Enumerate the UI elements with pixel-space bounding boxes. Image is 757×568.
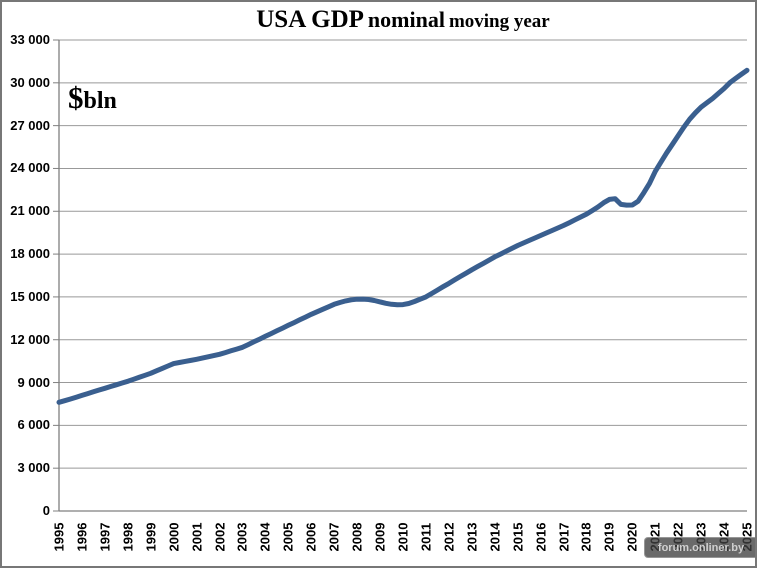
unit-text: bln [83,88,117,114]
x-axis-label: 2013 [464,522,480,552]
y-axis-label: 15 000 [10,288,50,304]
x-axis-label: 2008 [349,522,365,552]
x-axis-label: 2015 [510,522,526,552]
x-axis-label: 2018 [578,522,594,552]
chart-title-main: USA GDP [256,6,364,33]
x-axis-label: 2014 [487,522,503,552]
y-axis-label: 6 000 [17,417,50,433]
y-axis-unit-label: $bln [68,82,117,113]
x-axis-label: 2011 [418,522,434,552]
x-axis-label: 2006 [303,522,319,552]
x-axis-label: 1996 [74,522,90,552]
y-axis-label: 12 000 [10,331,50,347]
x-axis-label: 1997 [97,522,113,552]
x-axis-label: 2002 [212,522,228,552]
x-axis-label: 2010 [395,522,411,552]
dollar-sign: $ [68,80,84,115]
x-axis-label: 2009 [372,522,388,552]
x-axis-label: 1998 [120,522,136,552]
watermark-badge: forum.onliner.by [644,537,755,558]
chart-title-qualifier: moving year [448,11,550,32]
x-axis-label: 2012 [441,522,457,552]
x-axis-label: 2016 [533,522,549,552]
y-axis-label: 3 000 [17,460,50,476]
gridlines [53,39,747,512]
y-axis-label: 9 000 [17,374,50,390]
x-axis-label: 2001 [189,522,205,552]
x-axis-label: 2020 [624,522,640,552]
y-axis-label: 24 000 [10,160,50,176]
x-axis-label: 2019 [601,522,617,552]
x-axis-label: 1995 [51,522,67,552]
y-axis-label: 0 [42,503,50,518]
chart-title: USA GDP nominal moving year [59,6,747,34]
x-axis-label: 1999 [143,522,159,552]
x-axis-label: 2007 [326,522,342,552]
axes [58,40,747,512]
chart-title-sub: nominal [367,7,445,32]
y-axis-label: 33 000 [10,32,50,47]
x-axis-label: 2003 [234,522,250,552]
gdp-line [56,67,750,405]
y-axis-label: 21 000 [10,203,50,219]
x-axis-label: 2005 [280,522,296,552]
y-axis-label: 18 000 [10,246,50,262]
x-axis-label: 2004 [257,522,273,552]
x-axis-label: 2017 [556,522,572,552]
y-axis-label: 27 000 [10,117,50,133]
x-axis-label: 2000 [166,522,182,552]
y-axis-label: 30 000 [10,74,50,90]
